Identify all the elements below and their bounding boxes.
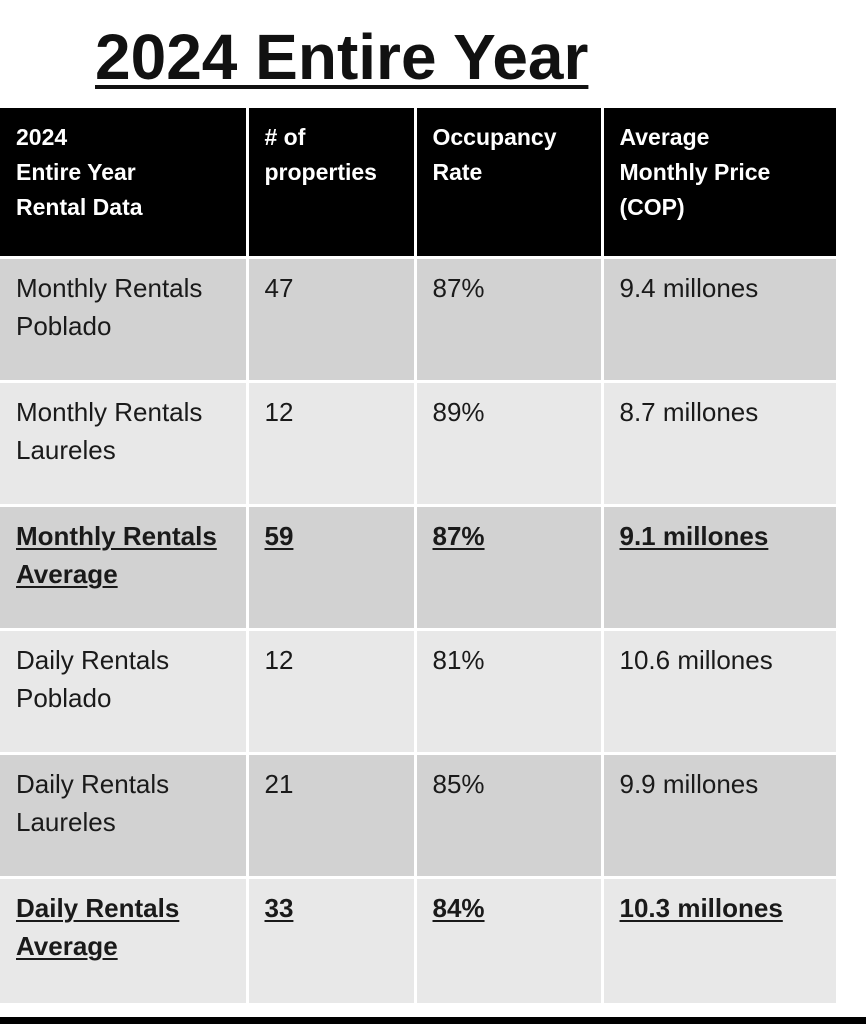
cell-occupancy: 87% xyxy=(415,505,604,631)
header-num-properties: # of properties xyxy=(247,108,417,259)
cell-properties: 59 xyxy=(247,505,417,631)
occupancy-value: 87% xyxy=(432,272,485,303)
header-occupancy-rate: Occupancy Rate xyxy=(415,108,604,259)
table-row: Daily Rentals Poblado 12 81% 10.6 millon… xyxy=(0,629,836,755)
price-value: 9.1 millones xyxy=(619,520,769,551)
rental-type-label: Daily Rentals Average xyxy=(16,892,180,961)
cell-price: 9.9 millones xyxy=(602,753,836,879)
price-value: 10.6 millones xyxy=(619,644,773,675)
cell-rental-type: Daily Rentals Average xyxy=(0,877,249,1006)
cell-occupancy: 85% xyxy=(415,753,604,879)
cell-rental-type: Daily Rentals Poblado xyxy=(0,629,249,755)
properties-value: 21 xyxy=(264,768,294,799)
header-occupancy-rate-label: Occupancy Rate xyxy=(432,124,557,185)
properties-value: 12 xyxy=(264,644,294,675)
cell-properties: 21 xyxy=(247,753,417,879)
header-average-monthly-price-label: Average Monthly Price (COP) xyxy=(619,124,771,220)
price-value: 9.9 millones xyxy=(619,768,759,799)
cell-occupancy: 84% xyxy=(415,877,604,1006)
properties-value: 33 xyxy=(264,892,294,923)
rental-type-label: Monthly Rentals Laureles xyxy=(16,396,203,465)
table-row: Monthly Rentals Laureles 12 89% 8.7 mill… xyxy=(0,381,836,507)
cell-price: 9.1 millones xyxy=(602,505,836,631)
cell-rental-type: Monthly Rentals Poblado xyxy=(0,257,249,383)
properties-value: 59 xyxy=(264,520,294,551)
cell-price: 10.6 millones xyxy=(602,629,836,755)
cell-rental-type: Monthly Rentals Average xyxy=(0,505,249,631)
header-rental-data-label: 2024 Entire Year Rental Data xyxy=(16,124,143,220)
cell-rental-type: Daily Rentals Laureles xyxy=(0,753,249,879)
occupancy-value: 87% xyxy=(432,520,485,551)
cell-occupancy: 87% xyxy=(415,257,604,383)
header-average-monthly-price: Average Monthly Price (COP) xyxy=(602,108,836,259)
rental-type-label: Daily Rentals Poblado xyxy=(16,644,170,713)
cell-occupancy: 89% xyxy=(415,381,604,507)
table-row: Monthly Rentals Average 59 87% 9.1 millo… xyxy=(0,505,836,631)
header-num-properties-label: # of properties xyxy=(264,124,377,185)
table-row: Daily Rentals Laureles 21 85% 9.9 millon… xyxy=(0,753,836,879)
cell-properties: 33 xyxy=(247,877,417,1006)
price-value: 10.3 millones xyxy=(619,892,783,923)
occupancy-value: 89% xyxy=(432,396,485,427)
cell-properties: 12 xyxy=(247,629,417,755)
price-value: 8.7 millones xyxy=(619,396,759,427)
cell-properties: 47 xyxy=(247,257,417,383)
rental-type-label: Monthly Rentals Poblado xyxy=(16,272,203,341)
occupancy-value: 84% xyxy=(432,892,485,923)
rental-type-label: Monthly Rentals Average xyxy=(16,520,217,589)
header-rental-data: 2024 Entire Year Rental Data xyxy=(0,108,249,259)
cell-rental-type: Monthly Rentals Laureles xyxy=(0,381,249,507)
table-row: Daily Rentals Average 33 84% 10.3 millon… xyxy=(0,877,836,1006)
cell-price: 9.4 millones xyxy=(602,257,836,383)
rental-type-label: Daily Rentals Laureles xyxy=(16,768,170,837)
rental-data-table: 2024 Entire Year Rental Data # of propertie… xyxy=(0,108,836,1006)
properties-value: 12 xyxy=(264,396,294,427)
bottom-border-bar xyxy=(0,1017,866,1024)
cell-occupancy: 81% xyxy=(415,629,604,755)
cell-price: 8.7 millones xyxy=(602,381,836,507)
occupancy-value: 85% xyxy=(432,768,485,799)
properties-value: 47 xyxy=(264,272,294,303)
price-value: 9.4 millones xyxy=(619,272,759,303)
table-row: Monthly Rentals Poblado 47 87% 9.4 millo… xyxy=(0,257,836,383)
occupancy-value: 81% xyxy=(432,644,485,675)
page-title: 2024 Entire Year xyxy=(95,21,589,93)
table-header-row: 2024 Entire Year Rental Data # of propertie… xyxy=(0,108,836,259)
cell-properties: 12 xyxy=(247,381,417,507)
cell-price: 10.3 millones xyxy=(602,877,836,1006)
